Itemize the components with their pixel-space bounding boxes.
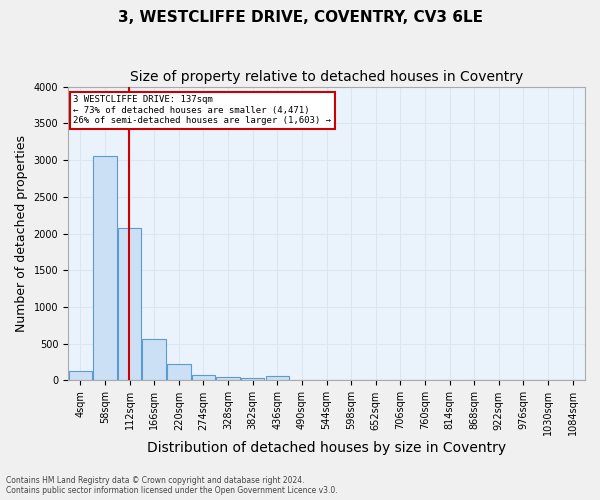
Bar [142, 340, 166, 380]
Bar [192, 376, 215, 380]
Title: Size of property relative to detached houses in Coventry: Size of property relative to detached ho… [130, 70, 523, 84]
Bar [217, 377, 240, 380]
Text: Contains HM Land Registry data © Crown copyright and database right 2024.
Contai: Contains HM Land Registry data © Crown c… [6, 476, 338, 495]
Text: 3 WESTCLIFFE DRIVE: 137sqm
← 73% of detached houses are smaller (4,471)
26% of s: 3 WESTCLIFFE DRIVE: 137sqm ← 73% of deta… [73, 96, 331, 125]
Bar [167, 364, 191, 380]
X-axis label: Distribution of detached houses by size in Coventry: Distribution of detached houses by size … [147, 441, 506, 455]
Bar [93, 156, 116, 380]
Text: 3, WESTCLIFFE DRIVE, COVENTRY, CV3 6LE: 3, WESTCLIFFE DRIVE, COVENTRY, CV3 6LE [118, 10, 482, 25]
Bar [266, 376, 289, 380]
Y-axis label: Number of detached properties: Number of detached properties [15, 135, 28, 332]
Bar [68, 371, 92, 380]
Bar [118, 228, 141, 380]
Bar [241, 378, 265, 380]
